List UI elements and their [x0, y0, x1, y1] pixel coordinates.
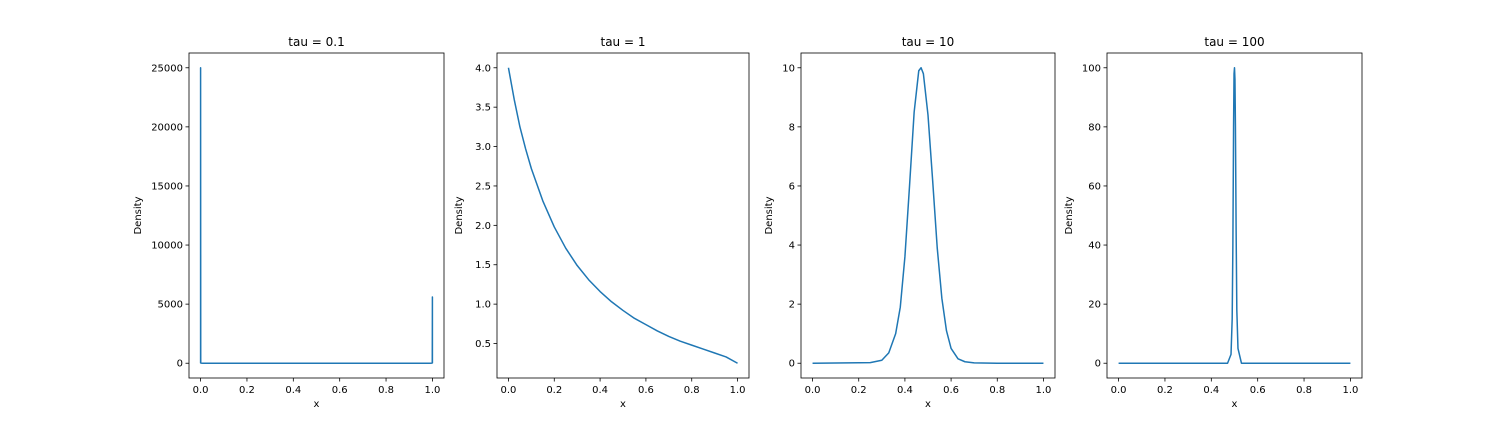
x-tick-label: 1.0	[1342, 385, 1358, 396]
y-tick-label: 40	[1088, 241, 1101, 252]
subplot-title: tau = 1	[601, 35, 646, 49]
x-tick-label: 0.2	[546, 385, 562, 396]
x-tick-label: 0.0	[805, 385, 821, 396]
series-line	[507, 67, 738, 364]
x-tick-label: 0.6	[332, 385, 348, 396]
subplot-4: 0.0 0.2 0.4 0.6 0.8 1.0 0 20 40 60 80 100 tau = 100 x…	[1064, 35, 1363, 410]
y-tick-label: 6	[789, 181, 795, 192]
x-tick-label: 0.8	[989, 385, 1005, 396]
y-tick-label: 0	[1095, 359, 1101, 370]
series-line	[199, 67, 434, 364]
x-tick-label: 0.8	[684, 385, 700, 396]
y-tick-label: 4	[789, 241, 795, 252]
series-line	[1118, 67, 1351, 364]
axes-frame	[188, 52, 445, 379]
y-tick-label: 10	[782, 63, 795, 74]
y-tick-label: 0.5	[475, 339, 491, 350]
y-tick-label: 60	[1088, 181, 1101, 192]
x-tick-label: 0.4	[1203, 385, 1219, 396]
x-tick-label: 0.0	[193, 385, 209, 396]
y-tick-label: 3.5	[475, 103, 491, 114]
x-tick-label: 0.2	[239, 385, 255, 396]
subplot-title: tau = 10	[902, 35, 955, 49]
x-tick-label: 1.0	[730, 385, 746, 396]
axes-frame	[496, 52, 750, 379]
y-axis-label: Density	[133, 196, 144, 234]
y-tick-label: 0	[789, 359, 795, 370]
y-tick-label: 5000	[158, 300, 183, 311]
y-tick-label: 15000	[151, 181, 183, 192]
y-tick-label: 3.0	[475, 142, 491, 153]
x-axis-label: x	[620, 399, 626, 410]
y-tick-label: 0	[177, 359, 183, 370]
subplot-3: 0.0 0.2 0.4 0.6 0.8 1.0 0 2 4 6 8 10 tau = 10 x Densit…	[764, 35, 1056, 410]
x-tick-label: 0.2	[851, 385, 867, 396]
y-axis-label: Density	[764, 196, 775, 234]
x-tick-label: 0.2	[1157, 385, 1173, 396]
y-tick-label: 25000	[151, 63, 183, 74]
y-axis-label: Density	[1064, 196, 1075, 234]
x-axis-label: x	[314, 399, 320, 410]
y-tick-label: 2.5	[475, 181, 491, 192]
x-tick-label: 0.8	[1296, 385, 1312, 396]
x-tick-label: 0.0	[501, 385, 517, 396]
subplot-title: tau = 100	[1204, 35, 1264, 49]
y-tick-label: 1.5	[475, 260, 491, 271]
y-tick-label: 4.0	[475, 63, 491, 74]
series-line	[812, 67, 1044, 364]
axes-frame	[800, 52, 1056, 379]
subplot-1: 0.0 0.2 0.4 0.6 0.8 1.0 0 5000 10000 15000 20000 25…	[133, 35, 445, 410]
y-tick-label: 1.0	[475, 300, 491, 311]
axes-frame	[1106, 52, 1363, 379]
y-axis-label: Density	[454, 196, 465, 234]
y-tick-label: 20	[1088, 300, 1101, 311]
x-tick-label: 0.4	[897, 385, 913, 396]
subplot-2: 0.0 0.2 0.4 0.6 0.8 1.0 0.5 1.0 1.5 2.0 2.5 3.0 3.5 4…	[454, 35, 750, 410]
y-tick-label: 10000	[151, 241, 183, 252]
x-tick-label: 0.6	[1250, 385, 1266, 396]
x-tick-label: 1.0	[424, 385, 440, 396]
x-tick-label: 0.0	[1111, 385, 1127, 396]
y-tick-label: 80	[1088, 122, 1101, 133]
x-tick-label: 0.6	[943, 385, 959, 396]
x-tick-label: 0.4	[592, 385, 608, 396]
x-axis-label: x	[1232, 399, 1238, 410]
y-tick-label: 100	[1082, 63, 1101, 74]
x-tick-label: 0.8	[378, 385, 394, 396]
x-axis-label: x	[925, 399, 931, 410]
y-tick-label: 8	[789, 122, 795, 133]
y-tick-label: 2	[789, 300, 795, 311]
x-tick-label: 0.4	[285, 385, 301, 396]
y-tick-label: 20000	[151, 122, 183, 133]
subplot-title: tau = 0.1	[288, 35, 344, 49]
y-tick-label: 2.0	[475, 221, 491, 232]
x-tick-label: 1.0	[1036, 385, 1052, 396]
x-tick-label: 0.6	[638, 385, 654, 396]
